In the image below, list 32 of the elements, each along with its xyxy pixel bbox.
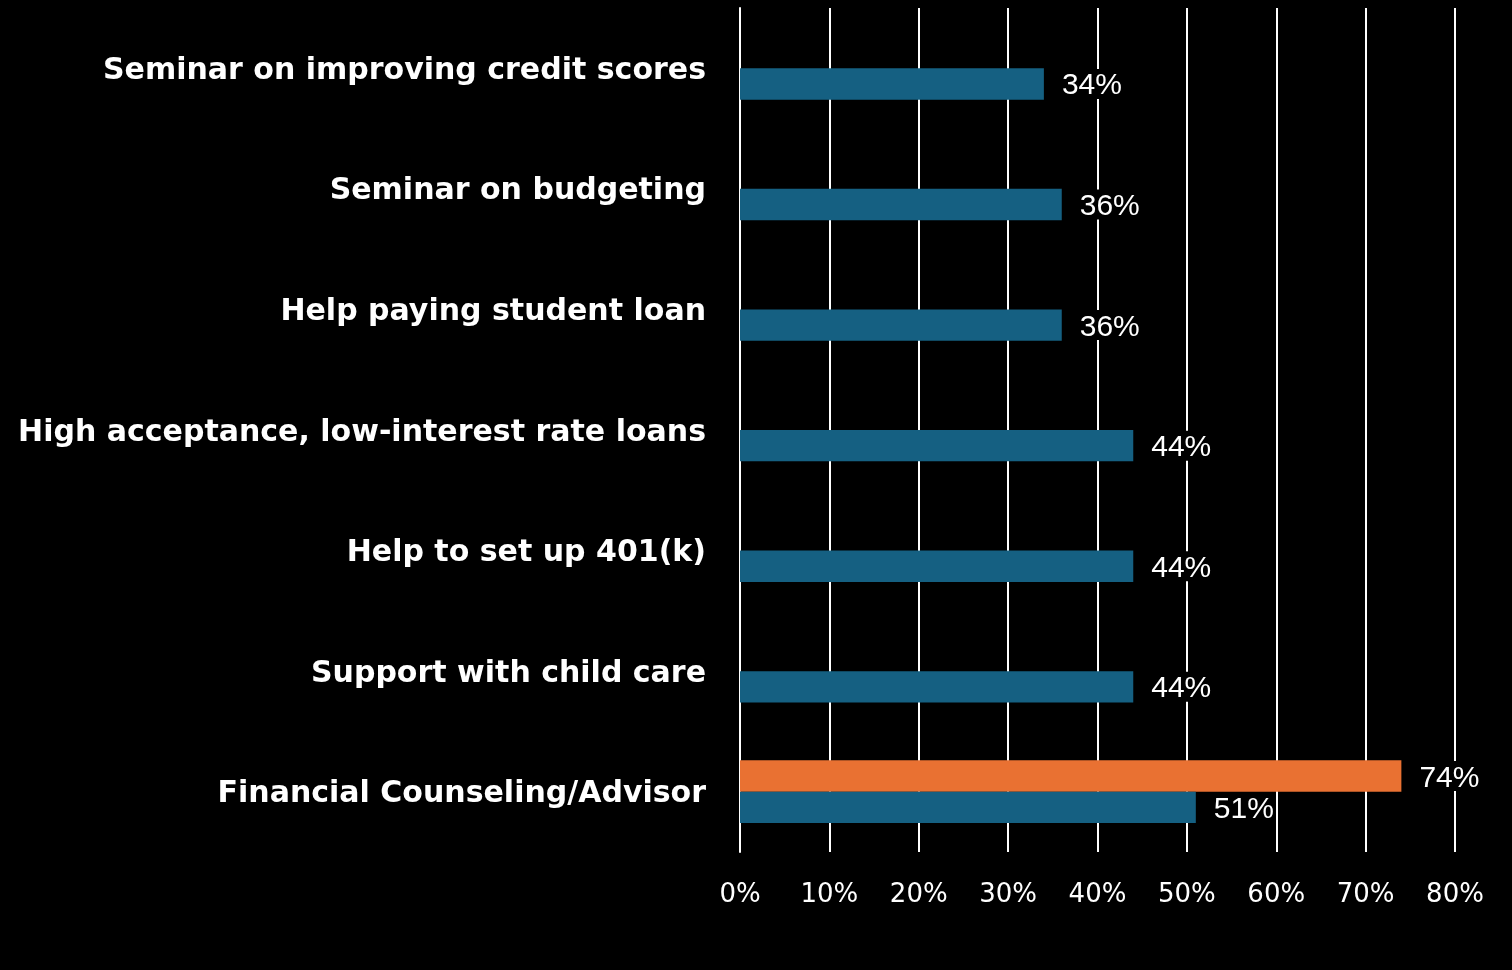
- x-tick-label: 0%: [719, 878, 761, 908]
- data-label: 36%: [1079, 308, 1140, 342]
- bar: [740, 671, 1134, 703]
- y-tick-label: Help paying student loan: [280, 291, 706, 327]
- x-tick-label: 10%: [800, 878, 859, 908]
- bar: [740, 430, 1134, 462]
- y-tick-label: Support with child care: [310, 653, 706, 689]
- x-tick-label: 80%: [1426, 878, 1484, 908]
- data-label: 44%: [1151, 549, 1212, 583]
- data-label: 51%: [1213, 790, 1274, 824]
- x-tick-label: 70%: [1336, 878, 1395, 908]
- bar: [740, 188, 1062, 221]
- data-label: 36%: [1079, 188, 1140, 222]
- y-tick-label: High acceptance, low-interest rate loans: [18, 412, 706, 448]
- data-label: 34%: [1061, 67, 1122, 101]
- x-tick-label: 30%: [979, 878, 1038, 908]
- bar: [740, 760, 1402, 792]
- x-tick-label: 40%: [1068, 878, 1127, 908]
- y-tick-label: Seminar on improving credit scores: [102, 50, 706, 86]
- data-label: 44%: [1151, 429, 1212, 463]
- bar: [740, 309, 1062, 341]
- x-tick-label: 50%: [1157, 878, 1216, 908]
- x-tick-label: 60%: [1247, 878, 1306, 908]
- data-label: 44%: [1151, 670, 1212, 704]
- x-tick-label: 20%: [889, 878, 948, 908]
- bar: [740, 68, 1044, 100]
- y-tick-label: Help to set up 401(k): [346, 533, 706, 569]
- data-label: 74%: [1419, 759, 1480, 793]
- bar: [740, 550, 1134, 582]
- y-tick-label: Financial Counseling/Advisor: [217, 774, 707, 810]
- y-tick-label: Seminar on budgeting: [329, 171, 706, 207]
- bar: [740, 791, 1196, 824]
